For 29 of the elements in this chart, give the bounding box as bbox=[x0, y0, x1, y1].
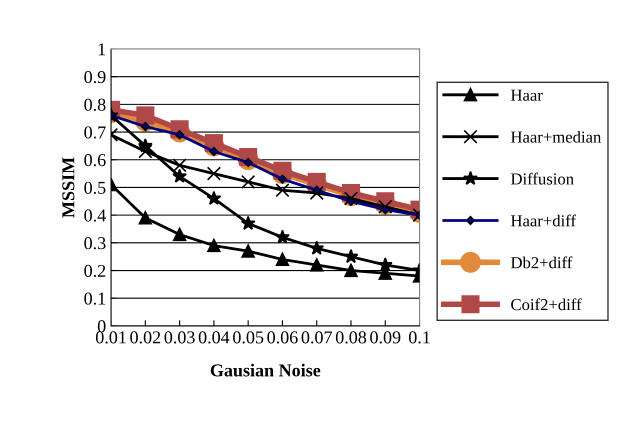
y-tick-label: 0.9 bbox=[84, 70, 106, 84]
y-tick-label: 0.3 bbox=[84, 237, 106, 250]
x-tick-label: 0.1 bbox=[408, 331, 430, 344]
x-tick-label: 0.01 bbox=[96, 331, 126, 344]
legend-label: Haar bbox=[510, 90, 543, 101]
y-tick-label: 0.2 bbox=[84, 264, 106, 278]
y-tick-label: 0.7 bbox=[84, 126, 106, 139]
legend-label: Diffusion bbox=[510, 172, 574, 185]
x-tick-label: 0.09 bbox=[370, 331, 400, 344]
legend-label: Haar+diff bbox=[510, 214, 576, 226]
y-tick-label: 0.5 bbox=[84, 182, 106, 194]
y-tick-label: 1 bbox=[98, 43, 106, 56]
x-tick-label: 0.07 bbox=[302, 331, 332, 344]
x-tick-label: 0.05 bbox=[233, 331, 264, 344]
y-tick-label: 0.8 bbox=[84, 98, 106, 111]
x-tick-label: 0.04 bbox=[198, 331, 230, 344]
legend-label: Db2+diff bbox=[510, 256, 572, 268]
y-tick-label: 0 bbox=[98, 320, 106, 332]
y-tick-label: 0.6 bbox=[84, 154, 106, 166]
x-tick-label: 0.06 bbox=[267, 331, 298, 344]
y-tick-label: 0.1 bbox=[84, 292, 106, 305]
y-tick-label: 0.4 bbox=[84, 209, 106, 222]
x-tick-label: 0.08 bbox=[336, 331, 366, 344]
legend-label: Coif2+diff bbox=[511, 298, 582, 310]
y-axis-title: MSSIM bbox=[62, 157, 74, 218]
legend-label: Haar+median bbox=[510, 130, 602, 143]
x-tick-label: 0.03 bbox=[164, 331, 195, 344]
x-axis-title: Gausian Noise bbox=[210, 364, 320, 377]
x-tick-label: 0.02 bbox=[130, 331, 160, 344]
